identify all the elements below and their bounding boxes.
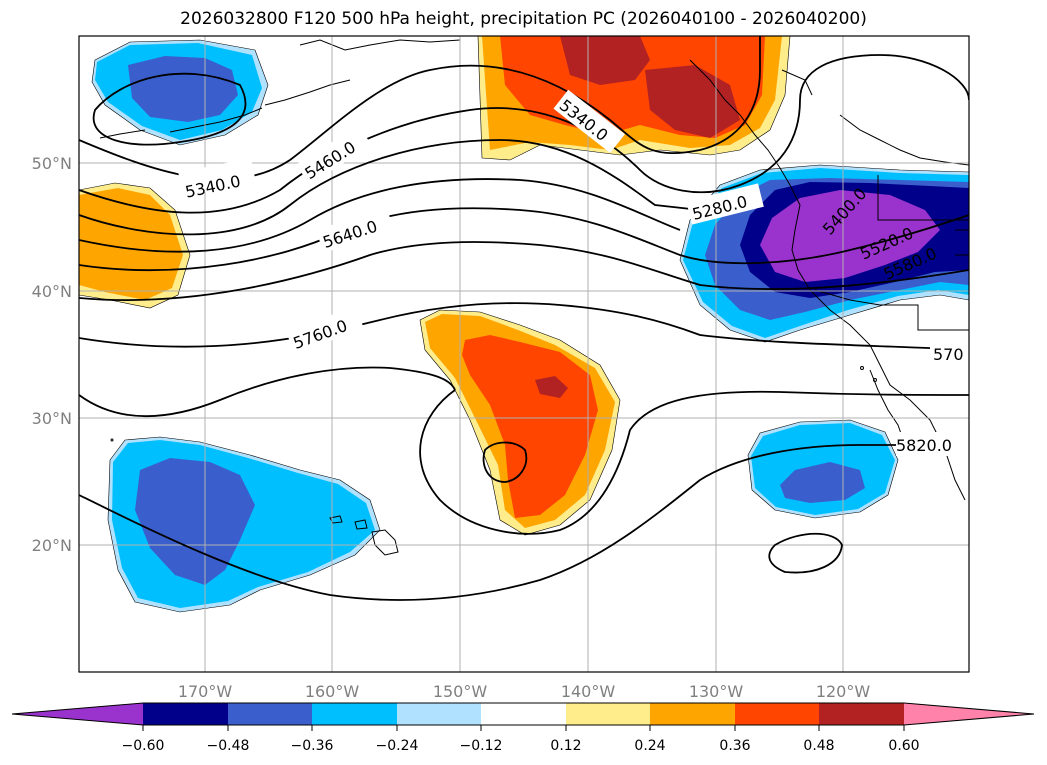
colorbar-tick-label: −0.12	[460, 738, 503, 754]
map-title: 2026032800 F120 500 hPa height, precipit…	[180, 9, 867, 29]
colorbar-segment	[481, 703, 566, 725]
contour-label: 570	[933, 345, 964, 364]
colorbar-tick-label: −0.60	[122, 738, 165, 754]
colorbar-segment	[228, 703, 312, 725]
colorbar-tick-label: 0.36	[719, 738, 750, 754]
colorbar-tick-label: −0.48	[207, 738, 250, 754]
lat-label: 20°N	[32, 536, 72, 555]
anomaly-outlines	[79, 36, 969, 613]
colorbar-segment	[143, 703, 228, 725]
lon-label: 140°W	[561, 682, 616, 701]
lon-label: 150°W	[433, 682, 488, 701]
lon-label: 130°W	[689, 682, 744, 701]
lat-label: 50°N	[32, 154, 72, 173]
anomaly-positive-west	[79, 183, 190, 308]
colorbar-tick-label: 0.48	[803, 738, 834, 754]
colorbar-segment	[650, 703, 735, 725]
colorbar: −0.60 −0.48 −0.36 −0.24 −0.12 0.12 0.24 …	[11, 702, 1035, 754]
map-area: 5340.0 5460.0 5640.0 5760.0 5340.0 5280.…	[79, 36, 969, 672]
colorbar-tick-label: 0.12	[550, 738, 581, 754]
longitude-labels: 170°W 160°W 150°W 140°W 130°W 120°W	[178, 682, 871, 701]
lat-label: 40°N	[32, 282, 72, 301]
lon-label: 160°W	[305, 682, 360, 701]
contour-label: 5820.0	[896, 436, 952, 455]
colorbar-segment	[566, 703, 650, 725]
lon-label: 120°W	[816, 682, 871, 701]
height-contours	[79, 36, 969, 601]
colorbar-tick-label: 0.24	[634, 738, 665, 754]
latitude-labels: 50°N 40°N 30°N 20°N	[32, 154, 72, 555]
anomaly-negative-northwest	[92, 40, 268, 145]
lat-label: 30°N	[32, 409, 72, 428]
colorbar-segment	[735, 703, 819, 725]
map-frame	[78, 35, 970, 673]
colorbar-tick-label: −0.24	[376, 738, 419, 754]
anomaly-negative-southwest	[108, 437, 380, 612]
colorbar-tick-label: 0.60	[888, 738, 919, 754]
colorbar-extend-low	[12, 703, 143, 725]
colorbar-extend-high	[904, 703, 1034, 725]
colorbar-segment	[397, 703, 481, 725]
anomaly-positive-central	[420, 310, 620, 535]
coastlines	[99, 39, 969, 501]
lon-label: 170°W	[178, 682, 233, 701]
colorbar-tick-label: −0.36	[291, 738, 334, 754]
gridlines	[79, 36, 969, 672]
colorbar-segment	[312, 703, 397, 725]
colorbar-segment	[819, 703, 904, 725]
